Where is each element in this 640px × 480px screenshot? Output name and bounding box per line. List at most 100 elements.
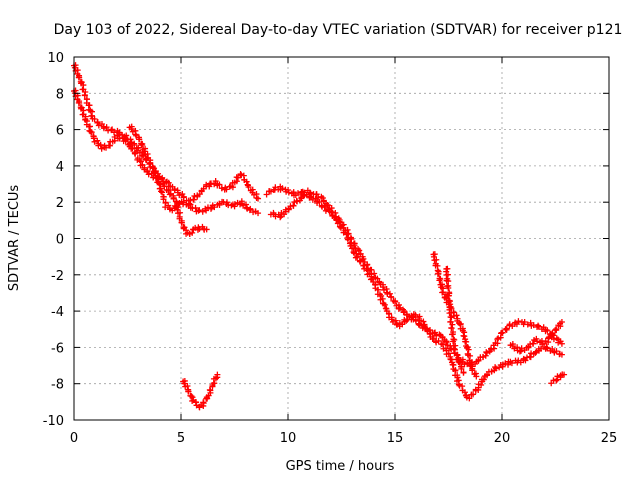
data-point bbox=[175, 203, 182, 210]
data-point bbox=[237, 171, 244, 178]
series-track-a bbox=[71, 62, 262, 207]
data-point bbox=[456, 359, 463, 366]
data-point bbox=[521, 319, 528, 326]
data-point bbox=[460, 369, 467, 376]
data-point bbox=[449, 361, 456, 368]
data-point bbox=[469, 367, 476, 374]
data-point bbox=[525, 344, 532, 351]
data-point bbox=[216, 202, 223, 209]
data-point bbox=[382, 305, 389, 312]
data-point bbox=[458, 365, 465, 372]
data-point bbox=[434, 270, 441, 277]
data-point bbox=[343, 231, 350, 238]
data-point bbox=[445, 350, 452, 357]
data-point bbox=[206, 183, 213, 190]
data-point bbox=[488, 346, 495, 353]
data-point bbox=[129, 145, 136, 152]
data-point bbox=[147, 159, 154, 166]
data-point bbox=[450, 338, 457, 345]
data-point bbox=[313, 191, 320, 198]
data-point bbox=[161, 182, 168, 189]
x-tick-label: 20 bbox=[494, 431, 511, 446]
data-point bbox=[532, 349, 539, 356]
data-point bbox=[392, 317, 399, 324]
data-points-layer bbox=[71, 62, 568, 411]
data-point bbox=[545, 335, 552, 342]
data-point bbox=[421, 321, 428, 328]
data-point bbox=[380, 284, 387, 291]
data-point bbox=[303, 191, 310, 198]
data-point bbox=[103, 124, 110, 131]
data-point bbox=[553, 348, 560, 355]
data-point bbox=[449, 331, 456, 338]
data-point bbox=[435, 337, 442, 344]
data-point bbox=[462, 338, 469, 345]
data-point bbox=[470, 391, 477, 398]
data-point bbox=[180, 193, 187, 200]
data-point bbox=[75, 74, 82, 81]
data-point bbox=[87, 128, 94, 135]
data-point bbox=[178, 219, 185, 226]
y-tick-label: 4 bbox=[56, 160, 64, 175]
data-point bbox=[455, 358, 462, 365]
data-point bbox=[81, 92, 88, 99]
y-tick-label: -6 bbox=[51, 341, 64, 356]
data-point bbox=[216, 181, 223, 188]
data-point bbox=[320, 197, 327, 204]
data-point bbox=[158, 188, 165, 195]
data-point bbox=[75, 99, 82, 106]
data-point bbox=[122, 138, 129, 145]
data-point bbox=[131, 142, 138, 149]
data-point bbox=[436, 331, 443, 338]
data-point bbox=[424, 327, 431, 334]
data-point bbox=[136, 136, 143, 143]
data-point bbox=[100, 125, 107, 132]
data-point bbox=[548, 334, 555, 341]
data-point bbox=[176, 192, 183, 199]
data-point bbox=[460, 332, 467, 339]
data-point bbox=[116, 135, 123, 142]
data-point bbox=[128, 125, 135, 132]
data-point bbox=[455, 381, 462, 388]
data-point bbox=[144, 167, 151, 174]
data-point bbox=[211, 204, 218, 211]
data-point bbox=[321, 204, 328, 211]
y-tick-label: 6 bbox=[56, 124, 64, 139]
data-point bbox=[403, 317, 410, 324]
ticks-layer: 0 5 10 15 20 25 -10 -8 -6 -4 -2 0 2 4 6 8 10 bbox=[43, 51, 618, 446]
data-point bbox=[360, 255, 367, 262]
data-point bbox=[192, 204, 199, 211]
y-axis-label: SDTVAR / TECUs bbox=[7, 185, 22, 292]
data-point bbox=[333, 216, 340, 223]
data-point bbox=[312, 195, 319, 202]
data-point bbox=[255, 210, 262, 217]
data-point bbox=[207, 205, 214, 212]
data-point bbox=[214, 371, 221, 378]
data-point bbox=[98, 145, 105, 152]
data-point bbox=[454, 374, 461, 381]
data-point bbox=[527, 319, 534, 326]
data-point bbox=[493, 365, 500, 372]
data-point bbox=[181, 380, 188, 387]
data-point bbox=[444, 265, 451, 272]
data-point bbox=[443, 338, 450, 345]
data-point bbox=[553, 377, 560, 384]
data-point bbox=[444, 271, 451, 278]
data-point bbox=[203, 181, 210, 188]
data-point bbox=[171, 186, 178, 193]
data-point bbox=[401, 307, 408, 314]
data-point bbox=[530, 340, 537, 347]
data-point bbox=[448, 324, 455, 331]
data-point bbox=[184, 382, 191, 389]
data-point bbox=[454, 352, 461, 359]
data-point bbox=[159, 189, 166, 196]
x-axis-label: GPS time / hours bbox=[286, 459, 395, 474]
data-point bbox=[94, 137, 101, 144]
data-point bbox=[389, 318, 396, 325]
data-point bbox=[255, 195, 262, 202]
series-track-i bbox=[443, 265, 467, 376]
data-point bbox=[242, 201, 249, 208]
data-point bbox=[189, 229, 196, 236]
data-point bbox=[515, 318, 522, 325]
